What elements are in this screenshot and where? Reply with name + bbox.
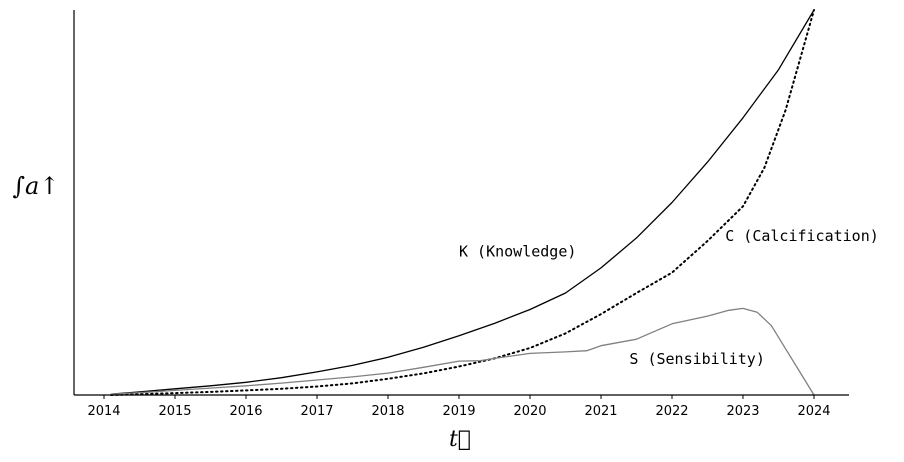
series-layer — [110, 9, 815, 396]
series-line-c — [110, 9, 815, 396]
x-tick-label: 2021 — [584, 404, 617, 419]
series-annotation: S (Sensibility) — [629, 350, 764, 368]
annotation-layer: K (Knowledge) C (Calcification) S (Sensibi… — [459, 227, 879, 368]
x-tick-label: 2024 — [797, 404, 830, 419]
x-axis-label: t⃗ — [449, 427, 471, 452]
x-tick-label: 2020 — [513, 404, 546, 419]
x-tick-label: 2022 — [655, 404, 688, 419]
x-tick-label: 2023 — [726, 404, 759, 419]
x-tick-label: 2015 — [158, 404, 191, 419]
series-annotation: K (Knowledge) — [459, 242, 576, 260]
series-annotation: C (Calcification) — [725, 227, 879, 245]
y-axis-label: ∫a↑ — [13, 172, 60, 200]
x-axis-ticks: 2014 2015 2016 2017 2018 2019 2020 2021 2022 2023… — [87, 395, 831, 419]
x-tick-label: 2016 — [229, 404, 262, 419]
x-tick-label: 2018 — [371, 404, 404, 419]
x-tick-label: 2014 — [87, 404, 120, 419]
series-line-k — [110, 9, 815, 395]
x-tick-label: 2017 — [300, 404, 333, 419]
series-line-s — [110, 307, 815, 396]
x-tick-label: 2019 — [442, 404, 475, 419]
